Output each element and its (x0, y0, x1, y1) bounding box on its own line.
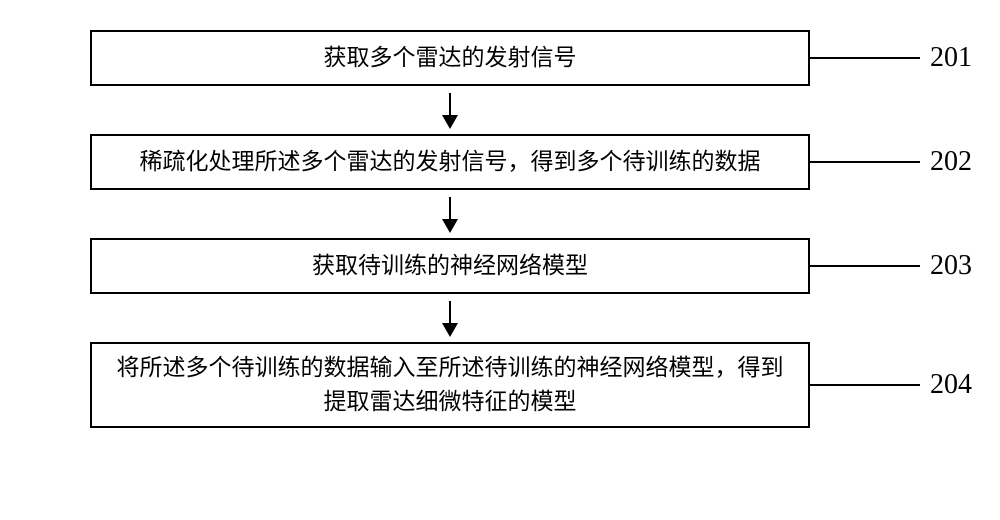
connector-line (810, 161, 920, 163)
arrow-2 (90, 190, 810, 238)
arrow-1 (90, 86, 810, 134)
flow-step-2-label: 202 (930, 146, 972, 178)
connector-line (810, 265, 920, 267)
flow-step-4-label: 204 (930, 369, 972, 401)
connector-line (810, 57, 920, 59)
flow-step-3: 获取待训练的神经网络模型 (90, 238, 810, 294)
flow-step-3-connector (810, 265, 920, 267)
connector-line (810, 384, 920, 386)
flow-step-2-text: 稀疏化处理所述多个雷达的发射信号，得到多个待训练的数据 (140, 145, 761, 180)
flow-step-3-text: 获取待训练的神经网络模型 (312, 249, 588, 284)
flow-step-1-text: 获取多个雷达的发射信号 (324, 41, 577, 76)
flow-step-2: 稀疏化处理所述多个雷达的发射信号，得到多个待训练的数据 (90, 134, 810, 190)
flow-step-1-connector (810, 57, 920, 59)
flow-step-1: 获取多个雷达的发射信号 (90, 30, 810, 86)
flow-step-1-label: 201 (930, 42, 972, 74)
flow-step-4: 将所述多个待训练的数据输入至所述待训练的神经网络模型，得到提取雷达细微特征的模型 (90, 342, 810, 428)
flow-step-4-text: 将所述多个待训练的数据输入至所述待训练的神经网络模型，得到提取雷达细微特征的模型 (112, 351, 788, 420)
flow-step-4-connector (810, 384, 920, 386)
arrow-3 (90, 294, 810, 342)
flow-step-3-label: 203 (930, 250, 972, 282)
flow-step-2-connector (810, 161, 920, 163)
